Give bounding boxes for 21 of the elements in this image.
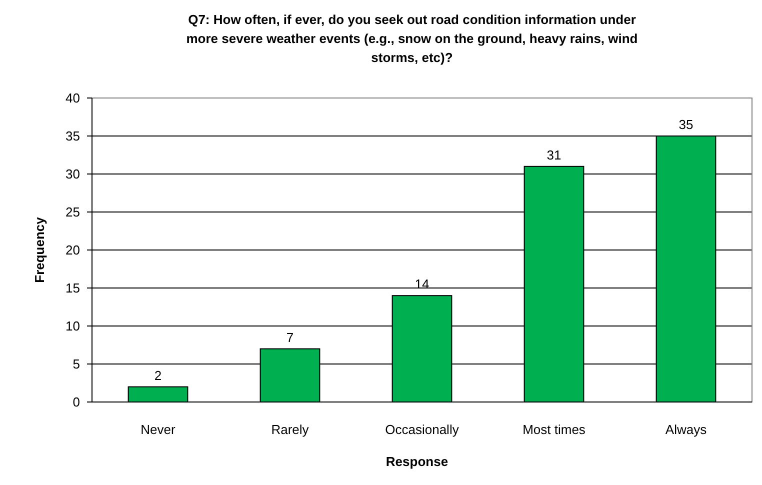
x-axis-title: Response [386,454,448,469]
y-tick-label: 40 [66,90,80,106]
y-axis-title: Frequency [32,216,47,283]
data-label: 2 [154,368,162,383]
x-tick-label: Most times [522,422,586,437]
chart-title: Q7: How often, if ever, do you seek out road condition information under more severe weather events (e.g., snow on the ground, heavy rains, wind storms, etc)? [186,12,638,65]
y-tick-label: 5 [72,356,80,372]
y-tick-label: 30 [66,166,80,182]
y-tick-label: 35 [66,128,80,144]
x-tick-label: Always [665,422,708,437]
x-tick-label: Never [140,422,176,437]
x-tick-label: Rarely [271,422,310,437]
y-tick-label: 25 [66,204,80,220]
data-label: 35 [678,117,694,132]
y-tick-label: 20 [66,242,80,258]
data-label: 7 [286,330,294,345]
x-tick-label: Occasionally [385,422,460,437]
y-tick-label: 10 [66,318,80,334]
y-tick-label: 0 [72,394,80,410]
data-label: 31 [546,147,562,162]
y-tick-label: 15 [66,280,80,296]
